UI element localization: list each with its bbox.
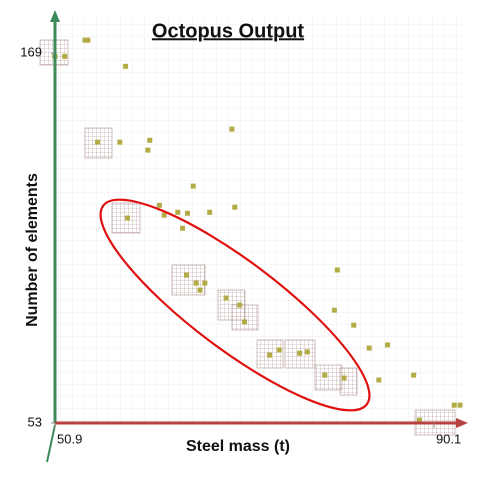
point	[331, 307, 337, 313]
x-tick-label: 90.1	[436, 431, 461, 446]
point	[276, 347, 282, 353]
x-tick-label: 50.9	[57, 431, 82, 446]
highlight-ellipse	[99, 198, 371, 412]
point	[156, 202, 162, 208]
y-tick-label: 169	[20, 45, 42, 60]
point	[175, 209, 181, 215]
point	[202, 280, 208, 286]
point	[85, 37, 91, 43]
point	[180, 225, 186, 231]
point	[82, 37, 88, 43]
z-axis	[46, 424, 56, 463]
point	[184, 210, 190, 216]
point	[232, 204, 238, 210]
point	[117, 139, 123, 145]
point	[334, 267, 340, 273]
point	[267, 352, 273, 358]
point	[147, 137, 153, 143]
x-axis-arrow	[456, 418, 468, 428]
point	[366, 345, 372, 351]
chart-title: Octopus Output	[152, 20, 305, 42]
point	[223, 295, 229, 301]
point	[241, 319, 247, 325]
point	[297, 350, 303, 356]
point	[183, 272, 189, 278]
point	[229, 126, 235, 132]
point	[145, 147, 151, 153]
point	[304, 349, 310, 355]
point	[451, 402, 457, 408]
point	[341, 375, 347, 381]
point	[193, 280, 199, 286]
y-axis-label: Number of elements	[24, 173, 41, 327]
point	[190, 183, 196, 189]
point	[385, 342, 391, 348]
point	[207, 209, 213, 215]
point	[62, 53, 68, 59]
point	[376, 377, 382, 383]
point	[457, 402, 463, 408]
y-axis-arrow	[50, 10, 60, 22]
x-axis-label: Steel mass (t)	[186, 438, 290, 455]
point	[197, 287, 203, 293]
point	[161, 212, 167, 218]
point	[237, 302, 243, 308]
point	[411, 372, 417, 378]
point	[123, 63, 129, 69]
point	[125, 215, 131, 221]
point	[416, 417, 422, 423]
point	[95, 139, 101, 145]
point	[351, 322, 357, 328]
y-tick-label: 53	[28, 414, 42, 429]
point	[322, 372, 328, 378]
